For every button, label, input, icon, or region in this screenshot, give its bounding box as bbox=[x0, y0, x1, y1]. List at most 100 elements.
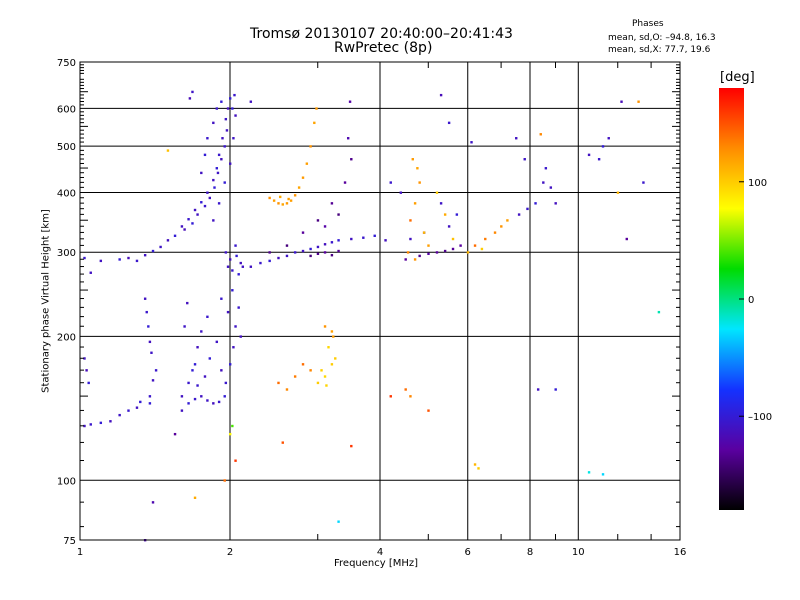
echo-point bbox=[337, 239, 340, 242]
echo-point bbox=[587, 471, 591, 474]
echo-point bbox=[554, 202, 557, 205]
echo-point bbox=[231, 107, 234, 110]
echo-point bbox=[235, 254, 238, 258]
echo-point bbox=[601, 473, 605, 476]
echo-point bbox=[224, 251, 228, 254]
echo-point bbox=[191, 369, 194, 372]
echo-point bbox=[285, 254, 289, 258]
echo-point bbox=[206, 399, 209, 402]
echo-point bbox=[225, 129, 229, 132]
x-tick-label: 8 bbox=[527, 547, 533, 558]
echo-point bbox=[480, 247, 484, 251]
echo-point bbox=[334, 357, 337, 360]
echo-point bbox=[143, 254, 147, 257]
echo-point bbox=[203, 204, 207, 208]
echo-point bbox=[99, 259, 103, 263]
echo-point bbox=[234, 244, 237, 247]
echo-point bbox=[147, 325, 150, 328]
echo-point bbox=[348, 100, 352, 103]
echo-point bbox=[409, 237, 412, 241]
echo-point bbox=[466, 251, 470, 254]
echo-point bbox=[301, 363, 305, 366]
echo-point bbox=[277, 202, 280, 205]
echo-point bbox=[229, 363, 232, 366]
echo-point bbox=[409, 395, 412, 398]
x-tick-label: 16 bbox=[674, 547, 687, 558]
echo-point bbox=[268, 251, 271, 254]
colorbar-ticks: 100 0 –100 bbox=[739, 178, 772, 423]
echo-point bbox=[193, 208, 197, 212]
echo-point bbox=[223, 479, 226, 482]
echo-point bbox=[350, 158, 353, 161]
echo-point bbox=[187, 402, 190, 405]
echo-point bbox=[601, 145, 605, 148]
colorbar-tick-label: 100 bbox=[748, 178, 767, 189]
x-tick-label: 4 bbox=[377, 547, 383, 558]
colorbar-tick-label: 0 bbox=[748, 295, 754, 306]
colorbar-tick-label: –100 bbox=[748, 412, 772, 423]
echo-point bbox=[620, 100, 623, 103]
echo-point bbox=[517, 213, 521, 216]
echo-point bbox=[226, 310, 230, 314]
y-tick-label: 500 bbox=[57, 142, 76, 153]
echo-point bbox=[587, 153, 591, 157]
echo-point bbox=[277, 381, 280, 385]
echo-point bbox=[389, 181, 392, 184]
echo-point bbox=[435, 251, 439, 254]
echo-point bbox=[337, 249, 340, 253]
echo-point bbox=[406, 251, 410, 254]
colorbar-unit-label: [deg] bbox=[720, 70, 755, 85]
echo-point bbox=[259, 261, 262, 265]
echo-point bbox=[220, 297, 223, 300]
echo-point bbox=[191, 222, 194, 225]
x-axis-ticks: 1 2 4 6 8 10 16 bbox=[77, 62, 687, 558]
echo-point bbox=[301, 231, 305, 234]
chart-title-line1: Tromsø 20130107 20:40:00–20:41:43 bbox=[250, 26, 513, 42]
echo-point bbox=[226, 107, 230, 110]
echo-point bbox=[83, 256, 86, 260]
echo-point bbox=[473, 463, 477, 466]
echo-point bbox=[237, 306, 240, 309]
echo-point bbox=[315, 107, 318, 110]
echo-point bbox=[373, 234, 376, 237]
echo-point bbox=[268, 196, 271, 200]
echo-point bbox=[187, 218, 190, 221]
echo-point bbox=[220, 158, 223, 161]
echo-point bbox=[384, 239, 387, 242]
y-tick-label: 200 bbox=[57, 332, 76, 343]
x-tick-label: 1 bbox=[77, 547, 83, 558]
echo-point bbox=[309, 369, 312, 372]
echo-point bbox=[325, 384, 328, 387]
echo-point bbox=[443, 249, 447, 253]
echo-point bbox=[196, 213, 199, 216]
echo-point bbox=[451, 247, 455, 251]
echo-point bbox=[554, 388, 557, 391]
echo-point bbox=[226, 265, 230, 268]
echo-point bbox=[208, 196, 211, 200]
echo-point bbox=[337, 520, 340, 523]
echo-point bbox=[118, 258, 121, 261]
echo-point bbox=[83, 357, 86, 360]
echo-point bbox=[206, 137, 209, 140]
echo-point bbox=[447, 121, 451, 125]
echo-point bbox=[127, 256, 130, 260]
echo-point bbox=[313, 121, 316, 125]
echo-point bbox=[203, 153, 207, 157]
echo-point bbox=[343, 181, 347, 184]
echo-point bbox=[229, 162, 232, 165]
echo-point bbox=[416, 167, 419, 170]
echo-point bbox=[196, 384, 199, 387]
echo-point bbox=[346, 137, 350, 140]
echo-point bbox=[439, 93, 443, 97]
echo-point bbox=[166, 149, 170, 152]
echo-point bbox=[285, 388, 289, 391]
echo-point bbox=[231, 424, 234, 428]
chart-title-line2: RwPretec (8p) bbox=[334, 40, 433, 56]
echo-point bbox=[625, 237, 628, 241]
echo-point bbox=[183, 325, 186, 328]
echo-point bbox=[215, 107, 219, 110]
echo-point bbox=[455, 213, 459, 216]
echo-point bbox=[239, 261, 242, 265]
echo-point bbox=[229, 258, 232, 261]
echo-point bbox=[493, 231, 497, 234]
